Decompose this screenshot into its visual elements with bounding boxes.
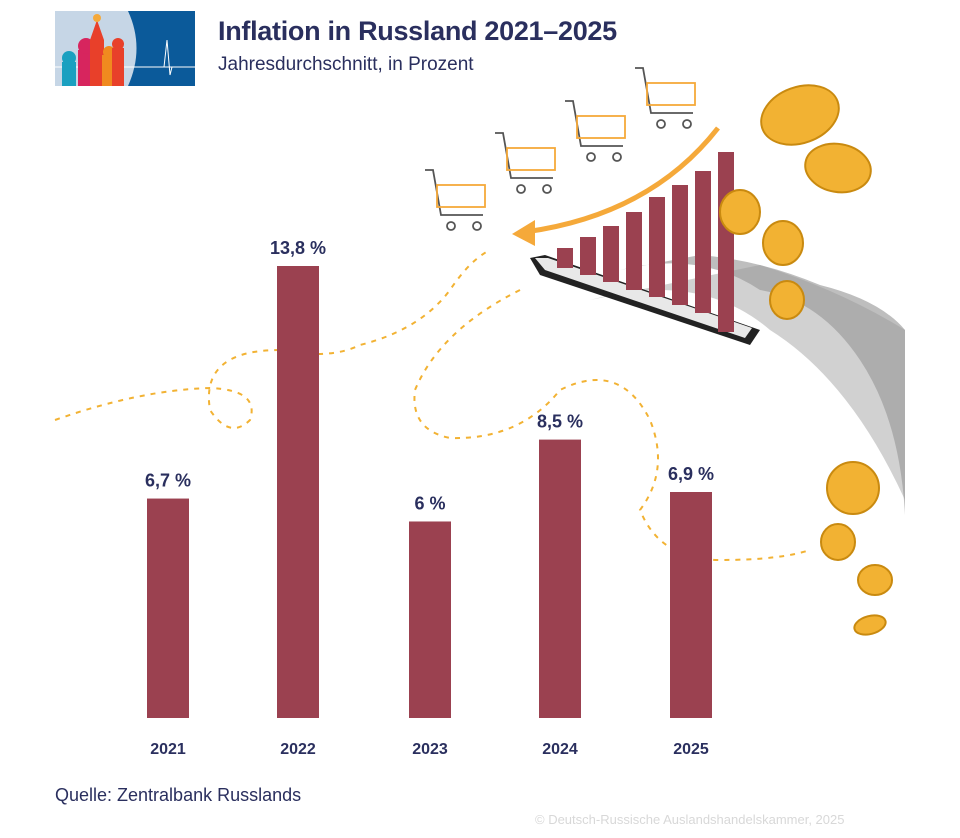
source-note: Quelle: Zentralbank Russlands [55,785,302,805]
logo [55,11,195,86]
data-label-2021: 6,7 % [145,471,191,491]
x-tick-label-2023: 2023 [412,741,448,758]
bar-2024 [539,439,581,718]
chart-subtitle: Jahresdurchschnitt, in Prozent [218,54,474,75]
bar-2025 [670,492,712,718]
data-label-2023: 6 % [414,493,445,513]
shopping-cart-icons [425,67,696,231]
chart-title: Inflation in Russland 2021–2025 [218,16,617,46]
x-tick-label-2024: 2024 [542,741,578,758]
x-tick-label-2021: 2021 [150,741,186,758]
bar-2022 [277,266,319,718]
dotted-line-decoration [54,249,811,562]
coin-icons [719,84,893,636]
bar-2021 [147,498,189,718]
hand-with-phone-illustration [512,126,905,515]
copyright-note: © Deutsch-Russische Auslandshandelskamme… [535,812,845,827]
data-label-2022: 13,8 % [270,238,326,258]
data-label-2025: 6,9 % [668,464,714,484]
x-tick-label-2022: 2022 [280,741,316,758]
x-tick-label-2025: 2025 [673,741,709,758]
bar-2023 [409,521,451,718]
data-label-2024: 8,5 % [537,412,583,432]
